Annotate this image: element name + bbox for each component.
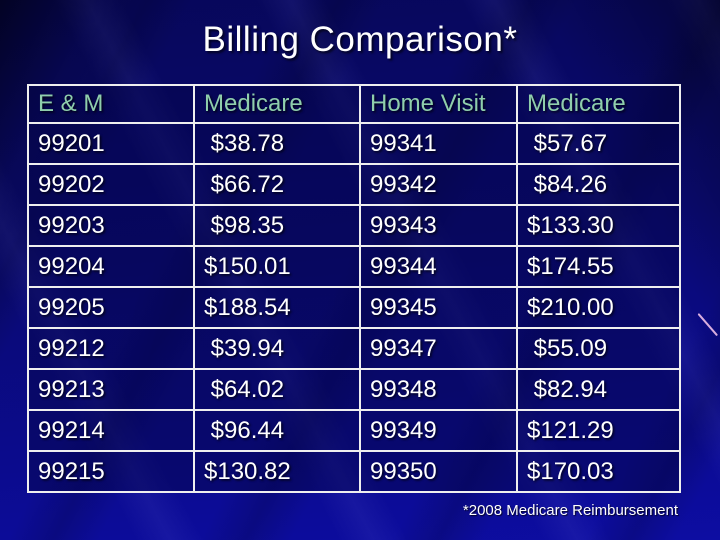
table-row: 99212 $39.94 99347 $55.09 [27,327,681,370]
table-row: 99214 $96.44 99349 $121.29 [27,409,681,452]
visit-code-cell: 99345 [359,286,518,329]
visit-code-cell: 99350 [359,450,518,493]
visit-code-cell: 99214 [27,409,195,452]
reimbursement-amount-cell: $64.02 [193,368,361,411]
reimbursement-amount-cell: $98.35 [193,204,361,247]
visit-code-cell: 99347 [359,327,518,370]
visit-code-cell: 99205 [27,286,195,329]
visit-code-cell: 99213 [27,368,195,411]
reimbursement-amount-cell: $38.78 [193,122,361,165]
visit-code-cell: 99201 [27,122,195,165]
visit-code-cell: 99342 [359,163,518,206]
footnote: *2008 Medicare Reimbursement [462,502,678,519]
header-medicare-left: Medicare [193,84,361,124]
reimbursement-amount-cell: $130.82 [193,450,361,493]
table-row: 99201 $38.78 99341 $57.67 [27,122,681,165]
table-row: 99205 $188.54 99345 $210.00 [27,286,681,329]
reimbursement-amount-cell: $66.72 [193,163,361,206]
table-row: 99202 $66.72 99342 $84.26 [27,163,681,206]
visit-code-cell: 99202 [27,163,195,206]
reimbursement-amount-cell: $55.09 [516,327,681,370]
table-row: 99204 $150.01 99344 $174.55 [27,245,681,288]
reimbursement-amount-cell: $210.00 [516,286,681,329]
visit-code-cell: 99204 [27,245,195,288]
visit-code-cell: 99212 [27,327,195,370]
table-row: 99215 $130.82 99350 $170.03 [27,450,681,493]
reimbursement-amount-cell: $174.55 [516,245,681,288]
visit-code-cell: 99344 [359,245,518,288]
reimbursement-amount-cell: $150.01 [193,245,361,288]
visit-code-cell: 99203 [27,204,195,247]
reimbursement-amount-cell: $170.03 [516,450,681,493]
reimbursement-amount-cell: $82.94 [516,368,681,411]
billing-comparison-table: E & M Medicare Home Visit Medicare 99201… [27,84,681,493]
header-medicare-right: Medicare [516,84,681,124]
table-row: 99203 $98.35 99343 $133.30 [27,204,681,247]
reimbursement-amount-cell: $121.29 [516,409,681,452]
reimbursement-amount-cell: $188.54 [193,286,361,329]
reimbursement-amount-cell: $84.26 [516,163,681,206]
visit-code-cell: 99343 [359,204,518,247]
visit-code-cell: 99341 [359,122,518,165]
reimbursement-amount-cell: $39.94 [193,327,361,370]
slide-title: Billing Comparison* [202,20,518,59]
table-header-row: E & M Medicare Home Visit Medicare [27,84,681,124]
reimbursement-amount-cell: $57.67 [516,122,681,165]
visit-code-cell: 99215 [27,450,195,493]
visit-code-cell: 99349 [359,409,518,452]
header-home-visit: Home Visit [359,84,518,124]
diagonal-accent-line [697,313,719,337]
table-row: 99213 $64.02 99348 $82.94 [27,368,681,411]
reimbursement-amount-cell: $133.30 [516,204,681,247]
header-em-code: E & M [27,84,195,124]
visit-code-cell: 99348 [359,368,518,411]
reimbursement-amount-cell: $96.44 [193,409,361,452]
table-body: 99201 $38.78 99341 $57.67 99202 $66.72 9934… [27,122,681,493]
